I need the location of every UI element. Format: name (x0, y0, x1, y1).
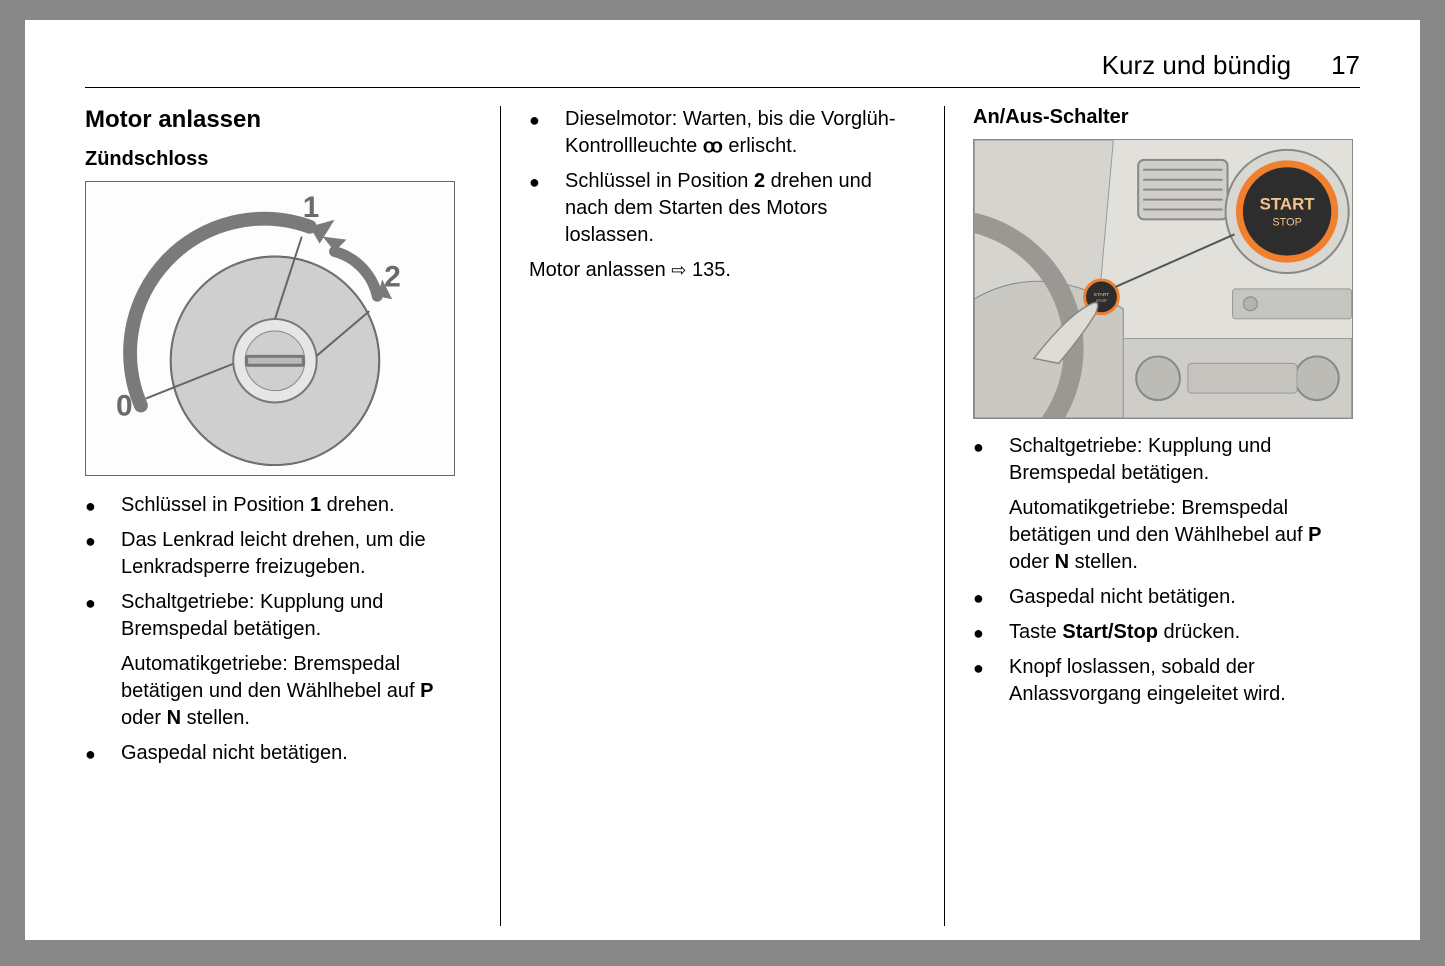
item-text: Schlüssel in Position 2 drehen und nach … (565, 168, 916, 249)
bullet-icon: ● (85, 589, 121, 615)
bullet-icon: ● (85, 527, 121, 553)
item-text: Dieselmotor: Warten, bis die Vorglüh-Kon… (565, 106, 916, 160)
list-item: ● Schaltgetriebe: Kupplung und Bremspeda… (85, 589, 472, 643)
list-item: ● Schaltgetriebe: Kupplung und Bremspeda… (973, 433, 1360, 487)
svg-text:STOP: STOP (1096, 298, 1107, 303)
subsection-heading: Zündschloss (85, 148, 472, 171)
item-text: Knopf loslassen, sobald der Anlassvorgan… (1009, 654, 1360, 708)
instruction-list-1: ● Schlüssel in Position 1 drehen. ● Das … (85, 492, 472, 767)
list-item: ● Dieselmotor: Warten, bis die Vorglüh-K… (529, 106, 916, 160)
item-text: Schaltgetriebe: Kupplung und Bremspedal … (1009, 433, 1360, 487)
preheat-icon: ꝏ (703, 135, 723, 157)
cross-reference: Motor anlassen ⇨ 135. (529, 257, 916, 284)
bullet-icon: ● (85, 492, 121, 518)
list-item: ● Das Lenkrad leicht drehen, um die Lenk… (85, 527, 472, 581)
label-1: 1 (303, 191, 320, 224)
column-3: An/Aus-Schalter (944, 106, 1360, 926)
content-columns: Motor anlassen Zündschloss (85, 106, 1360, 926)
column-2: ● Dieselmotor: Warten, bis die Vorglüh-K… (500, 106, 944, 926)
page-header: Kurz und bündig 17 (85, 50, 1360, 88)
label-2: 2 (384, 260, 401, 293)
list-item: ● Schlüssel in Position 1 drehen. (85, 492, 472, 519)
item-text: Taste Start/Stop drücken. (1009, 619, 1360, 646)
instruction-list-2: ● Dieselmotor: Warten, bis die Vorglüh-K… (529, 106, 916, 249)
start-label: START (1260, 195, 1316, 214)
list-item: ● Gaspedal nicht betätigen. (973, 584, 1360, 611)
ignition-svg: 0 1 2 (86, 182, 454, 475)
bullet-icon: ● (529, 106, 565, 132)
bullet-icon: ● (973, 584, 1009, 610)
header-title: Kurz und bündig (1102, 50, 1291, 81)
item-subtext: Automatikgetriebe: Bremspedal betätigen … (973, 495, 1360, 576)
bullet-icon: ● (85, 740, 121, 766)
instruction-list-3: ● Schaltgetriebe: Kupplung und Bremspeda… (973, 433, 1360, 708)
item-text: Schlüssel in Position 1 drehen. (121, 492, 472, 519)
bullet-icon: ● (973, 654, 1009, 680)
column-1: Motor anlassen Zündschloss (85, 106, 500, 926)
item-subtext: Automatikgetriebe: Bremspedal betätigen … (85, 651, 472, 732)
bullet-icon: ● (973, 433, 1009, 459)
item-text: Das Lenkrad leicht drehen, um die Lenkra… (121, 527, 472, 581)
item-text: Schaltgetriebe: Kupplung und Bremspedal … (121, 589, 472, 643)
list-item: ● Knopf loslassen, sobald der Anlassvorg… (973, 654, 1360, 708)
list-item: ● Taste Start/Stop drücken. (973, 619, 1360, 646)
list-item: ● Gaspedal nicht betätigen. (85, 740, 472, 767)
reference-arrow-icon: ⇨ (671, 260, 686, 280)
ignition-diagram: 0 1 2 (85, 181, 455, 476)
section-heading: Motor anlassen (85, 106, 472, 134)
label-0: 0 (116, 389, 133, 422)
subsection-heading: An/Aus-Schalter (973, 106, 1360, 129)
list-item: ● Schlüssel in Position 2 drehen und nac… (529, 168, 916, 249)
page-number: 17 (1331, 50, 1360, 81)
item-text: Gaspedal nicht betätigen. (121, 740, 472, 767)
manual-page: Kurz und bündig 17 Motor anlassen Zündsc… (25, 20, 1420, 940)
item-text: Gaspedal nicht betätigen. (1009, 584, 1360, 611)
bullet-icon: ● (529, 168, 565, 194)
start-stop-illustration: START STOP START STOP (973, 139, 1353, 419)
stop-label: STOP (1272, 216, 1302, 228)
bullet-icon: ● (973, 619, 1009, 645)
